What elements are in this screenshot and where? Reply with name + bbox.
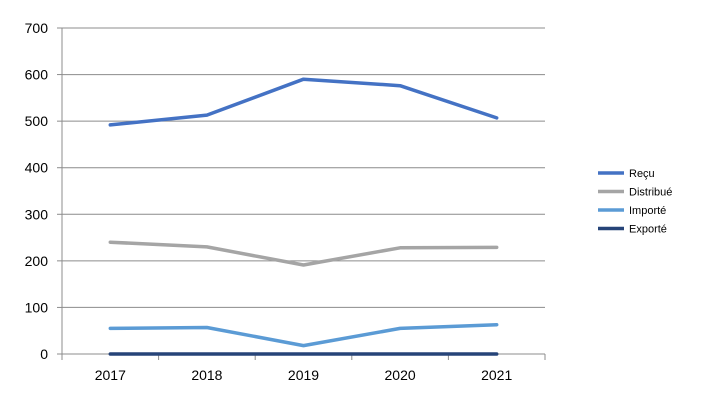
y-tick-label: 400 <box>25 160 49 176</box>
y-tick-label: 500 <box>25 113 49 129</box>
y-tick-label: 700 <box>25 20 49 36</box>
y-tick-label: 100 <box>25 299 49 315</box>
legend: Reçu Distribué Importé Exporté <box>598 168 672 236</box>
x-tick-label: 2019 <box>288 367 319 383</box>
x-tick-label: 2021 <box>481 367 512 383</box>
series-line-importé <box>108 322 499 348</box>
axes <box>57 27 546 360</box>
y-axis-tick-labels: 0 100 200 300 400 500 600 700 <box>25 20 49 362</box>
x-tick-label: 2020 <box>385 367 416 383</box>
y-tick-label: 600 <box>25 67 49 83</box>
series-line-reçu <box>108 77 499 127</box>
y-tick-label: 0 <box>40 346 48 362</box>
legend-label: Reçu <box>629 168 655 180</box>
y-tick-label: 200 <box>25 253 49 269</box>
legend-label: Distribué <box>629 187 672 199</box>
series-lines <box>108 77 499 356</box>
series-line-distribué <box>108 240 499 267</box>
y-tick-label: 300 <box>25 206 49 222</box>
x-axis-tick-labels: 2017 2018 2019 2020 2021 <box>95 367 513 383</box>
legend-label: Importé <box>629 205 666 217</box>
x-tick-label: 2018 <box>191 367 222 383</box>
x-tick-label: 2017 <box>95 367 126 383</box>
legend-label: Exporté <box>629 224 667 236</box>
